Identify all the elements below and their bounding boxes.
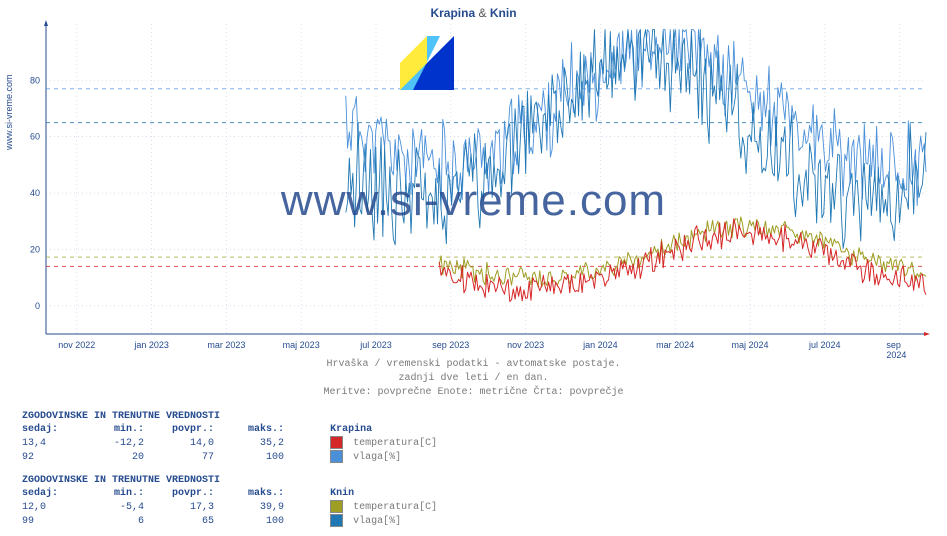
chart-svg: 020406080 [46,24,926,334]
col-min: min.: [80,423,144,436]
val-avg: 65 [150,515,214,528]
xaxis-tick-label: mar 2024 [656,340,694,350]
stats-block-krapina: ZGODOVINSKE IN TRENUTNE VREDNOSTI sedaj:… [22,410,437,464]
table-row: 13,4 -12,2 14,0 35,2 temperatura[C] [22,436,437,450]
xaxis-tick-label: mar 2023 [207,340,245,350]
swatch-hum [330,514,343,527]
xaxis-tick-label: maj 2023 [283,340,320,350]
svg-text:0: 0 [35,301,40,311]
watermark-logo [400,36,454,90]
subtitle-line-1: Hrvaška / vremenski podatki - avtomatske… [326,359,620,370]
val-min: 20 [80,451,144,464]
xaxis-tick-label: sep 2023 [432,340,469,350]
val-avg: 17,3 [150,501,214,514]
val-now: 99 [22,515,74,528]
swatch-temp [330,500,343,513]
col-now: sedaj: [22,423,74,436]
val-now: 12,0 [22,501,74,514]
stats-header: ZGODOVINSKE IN TRENUTNE VREDNOSTI [22,410,437,423]
chart-subtitle: Hrvaška / vremenski podatki - avtomatske… [0,358,947,400]
col-now: sedaj: [22,487,74,500]
val-max: 35,2 [220,437,284,450]
measure-label: temperatura[C] [353,502,437,513]
val-avg: 14,0 [150,437,214,450]
xaxis-tick-label: sep 2024 [886,340,912,360]
measure-label: temperatura[C] [353,438,437,449]
xaxis-labels: nov 2022 jan 2023 mar 2023 maj 2023 jul 2023… [46,340,926,354]
svg-text:40: 40 [30,188,40,198]
svg-text:80: 80 [30,75,40,85]
col-max: maks.: [220,423,284,436]
val-min: -12,2 [80,437,144,450]
xaxis-tick-label: jan 2024 [583,340,618,350]
col-min: min.: [80,487,144,500]
table-row: 99 6 65 100 vlaga[%] [22,514,437,528]
title-city-1: Krapina [430,6,475,20]
table-row: 92 20 77 100 vlaga[%] [22,450,437,464]
xaxis-tick-label: jul 2023 [360,340,392,350]
title-city-2: Knin [490,6,517,20]
swatch-hum [330,450,343,463]
stats-header: ZGODOVINSKE IN TRENUTNE VREDNOSTI [22,474,437,487]
measure-label: vlaga[%] [353,516,401,527]
container: www.si-vreme.com Krapina & Knin 02040608… [0,0,947,536]
subtitle-line-2: zadnji dve leti / en dan. [398,373,548,384]
stats-block-knin: ZGODOVINSKE IN TRENUTNE VREDNOSTI sedaj:… [22,474,437,528]
xaxis-tick-label: maj 2024 [731,340,768,350]
subtitle-line-3: Meritve: povprečne Enote: metrične Črta:… [323,387,623,398]
stats-city: Knin [330,487,410,500]
measure-label: vlaga[%] [353,452,401,463]
xaxis-tick-label: jan 2023 [134,340,169,350]
xaxis-tick-label: nov 2023 [507,340,544,350]
val-now: 13,4 [22,437,74,450]
svg-text:60: 60 [30,132,40,142]
val-min: -5,4 [80,501,144,514]
col-avg: povpr.: [150,487,214,500]
xaxis-tick-label: nov 2022 [58,340,95,350]
val-max: 100 [220,515,284,528]
col-avg: povpr.: [150,423,214,436]
val-max: 100 [220,451,284,464]
col-max: maks.: [220,487,284,500]
xaxis-tick-label: jul 2024 [809,340,841,350]
val-avg: 77 [150,451,214,464]
swatch-temp [330,436,343,449]
table-row: 12,0 -5,4 17,3 39,9 temperatura[C] [22,500,437,514]
val-max: 39,9 [220,501,284,514]
chart-title: Krapina & Knin [0,6,947,20]
site-label-vertical: www.si-vreme.com [4,74,14,150]
val-min: 6 [80,515,144,528]
title-amp: & [479,6,487,20]
val-now: 92 [22,451,74,464]
svg-text:20: 20 [30,244,40,254]
stats-city: Krapina [330,423,410,436]
